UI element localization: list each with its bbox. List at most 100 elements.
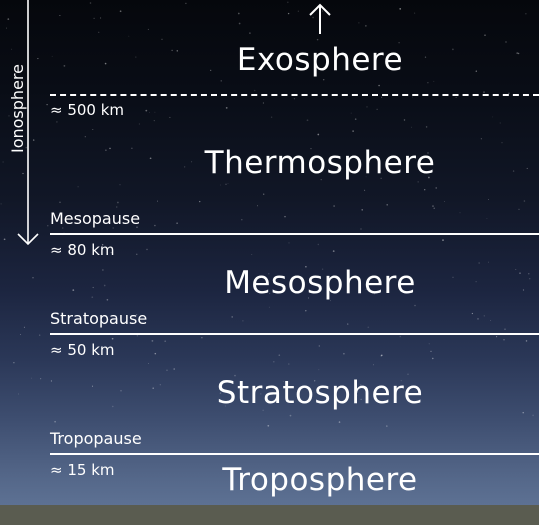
star: [32, 139, 35, 141]
star: [499, 122, 501, 124]
star: [386, 425, 388, 427]
star: [367, 55, 369, 57]
star: [366, 106, 368, 108]
star: [0, 203, 2, 205]
boundary-mesopause-label: Mesopause: [50, 209, 141, 228]
star: [452, 48, 454, 51]
star: [424, 56, 427, 58]
star: [219, 392, 222, 394]
star: [220, 184, 221, 186]
star: [287, 51, 289, 53]
star: [238, 22, 241, 25]
star: [185, 2, 187, 5]
star: [54, 420, 56, 423]
star: [347, 323, 349, 325]
star: [154, 111, 156, 113]
star: [528, 277, 531, 280]
star: [433, 80, 435, 82]
star: [56, 121, 58, 123]
star: [138, 123, 140, 125]
star: [284, 215, 286, 218]
star: [417, 181, 419, 183]
layer-stratosphere: Stratosphere: [216, 375, 424, 411]
star: [330, 300, 332, 302]
star: [288, 242, 290, 244]
star: [475, 70, 477, 72]
star: [403, 119, 406, 121]
star: [117, 201, 119, 204]
star: [128, 35, 130, 37]
star: [414, 12, 416, 14]
star: [145, 109, 148, 112]
star: [354, 118, 357, 120]
star: [6, 27, 7, 29]
star: [432, 357, 434, 360]
star: [151, 340, 154, 342]
star: [503, 338, 505, 341]
star: [224, 405, 227, 407]
star: [349, 170, 351, 173]
star: [225, 183, 227, 186]
star: [47, 225, 49, 227]
star: [435, 187, 437, 189]
star: [459, 212, 461, 214]
star: [297, 10, 299, 12]
star: [293, 98, 295, 100]
star: [79, 348, 81, 350]
star: [32, 276, 34, 279]
star: [364, 189, 366, 191]
boundary-line-mesopause: [50, 233, 539, 235]
star: [237, 12, 240, 15]
star: [8, 115, 10, 117]
star: [428, 176, 430, 179]
star: [475, 281, 477, 283]
star: [452, 276, 454, 278]
star: [20, 333, 21, 335]
star: [480, 138, 483, 140]
star: [321, 10, 324, 12]
boundary-line-tropopause: [50, 453, 539, 455]
star: [100, 17, 102, 19]
star: [483, 91, 485, 93]
star: [37, 58, 39, 60]
star: [414, 304, 416, 307]
star: [477, 318, 479, 320]
star: [112, 227, 115, 229]
star: [400, 379, 402, 382]
star: [318, 369, 320, 371]
star: [268, 273, 270, 275]
star: [249, 32, 251, 34]
star: [166, 369, 168, 371]
star: [105, 149, 107, 152]
star: [307, 297, 309, 299]
star: [147, 28, 149, 30]
star: [148, 111, 150, 113]
star: [119, 184, 121, 186]
star: [176, 50, 179, 52]
altitude-80km: ≈ 80 km: [50, 241, 115, 259]
star: [427, 82, 429, 84]
star: [135, 56, 137, 58]
star: [13, 95, 15, 97]
layer-mesosphere: Mesosphere: [224, 265, 416, 301]
layer-thermosphere: Thermosphere: [204, 145, 436, 181]
arrow-up-icon: [309, 3, 331, 34]
star: [173, 368, 175, 370]
star: [512, 170, 515, 172]
star: [136, 314, 138, 316]
star: [241, 218, 243, 221]
star: [455, 97, 457, 98]
star: [227, 273, 230, 276]
ground-surface: [0, 505, 539, 525]
star: [92, 129, 94, 131]
star: [375, 398, 378, 400]
star: [360, 384, 362, 386]
star: [333, 205, 335, 207]
star: [332, 250, 335, 252]
star: [398, 42, 400, 44]
star: [367, 326, 370, 329]
star: [31, 377, 32, 379]
star: [106, 298, 109, 301]
star: [522, 412, 524, 414]
star: [365, 176, 367, 178]
